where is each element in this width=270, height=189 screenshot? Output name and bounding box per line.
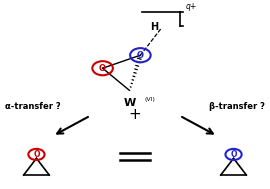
Text: O: O [99, 64, 106, 73]
Text: O: O [230, 150, 237, 159]
Text: q+: q+ [185, 2, 197, 11]
Text: +: + [129, 107, 141, 122]
Text: W: W [123, 98, 136, 108]
Text: H: H [150, 22, 158, 32]
Text: (VI): (VI) [144, 97, 155, 102]
Text: O: O [33, 150, 40, 159]
Text: O: O [137, 51, 144, 60]
Text: α-transfer ?: α-transfer ? [5, 102, 61, 111]
Text: β-transfer ?: β-transfer ? [209, 102, 265, 111]
